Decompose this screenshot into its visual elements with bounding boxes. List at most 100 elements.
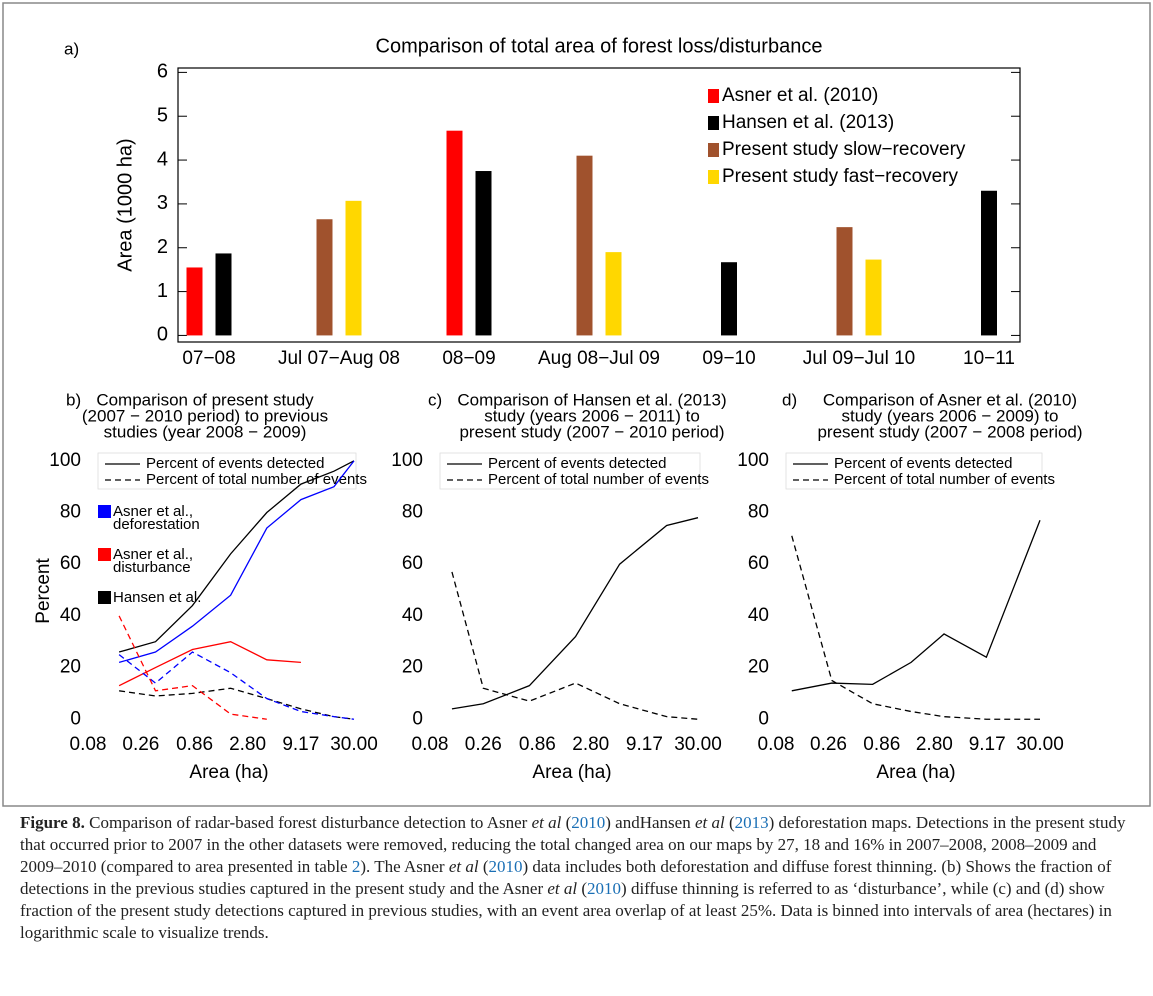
citation-link[interactable]: 2010: [571, 813, 606, 832]
data-line: [791, 520, 1041, 692]
y-tick-label: 100: [737, 450, 769, 471]
y-tick-label: 80: [402, 502, 423, 523]
legend-swatch: [708, 143, 719, 157]
data-line: [118, 651, 355, 720]
bar: [836, 227, 853, 336]
caption-text: (: [577, 879, 588, 898]
x-tick-label: Aug 08−Jul 09: [538, 348, 660, 369]
bar: [316, 219, 333, 336]
x-tick-label: 30.00: [674, 734, 722, 755]
legend-swatch: [708, 116, 719, 130]
legend-box: [439, 452, 701, 490]
caption: Figure 8. Comparison of radar-based fore…: [20, 812, 1140, 944]
x-tick-label: 0.08: [758, 734, 795, 755]
x-tick-label: 08−09: [442, 348, 495, 369]
legend-box: [97, 452, 357, 490]
x-tick-label: 9.17: [282, 734, 319, 755]
chart-title: (2007 − 2010 period) to previous: [82, 406, 328, 425]
caption-text: (: [724, 813, 735, 832]
citation-link[interactable]: 2013: [734, 813, 769, 832]
chart-title: study (years 2006 − 2009) to: [842, 406, 1059, 425]
x-tick-label: 09−10: [702, 348, 755, 369]
legend-label: Percent of events detected: [146, 455, 324, 472]
x-tick-label: 0.86: [519, 734, 556, 755]
legend-label: Percent of total number of events: [834, 471, 1055, 488]
caption-text: et al: [531, 813, 562, 832]
bar: [576, 155, 593, 336]
bar: [981, 190, 997, 336]
legend-label: Asner et al.,: [113, 503, 193, 520]
citation-link[interactable]: 2010: [488, 857, 523, 876]
x-tick-label: 9.17: [969, 734, 1006, 755]
legend-label: Percent of events detected: [488, 455, 666, 472]
citation-link[interactable]: 2010: [587, 879, 622, 898]
panel-label: d): [782, 390, 797, 409]
x-tick-label: 2.80: [572, 734, 609, 755]
y-tick-label: 3: [157, 192, 168, 214]
legend-label: Percent of events detected: [834, 455, 1012, 472]
y-axis-title: Area (1000 ha): [114, 138, 136, 271]
caption-text: ) deforestation maps. Detections in the …: [20, 813, 1126, 876]
legend-swatch: [98, 505, 111, 518]
x-tick-label: Jul 07−Aug 08: [278, 348, 400, 369]
x-tick-label: 2.80: [229, 734, 266, 755]
x-tick-label: 2.80: [916, 734, 953, 755]
legend-label: Present study slow−recovery: [722, 139, 966, 160]
y-tick-label: 2: [157, 236, 168, 258]
panel-label: c): [428, 390, 442, 409]
y-tick-label: 0: [758, 708, 769, 729]
caption-text: ). The Asner: [360, 857, 449, 876]
legend-label: Hansen et al. (2013): [722, 112, 894, 133]
y-tick-label: 40: [60, 605, 81, 626]
x-tick-label: 30.00: [330, 734, 378, 755]
bar: [215, 253, 232, 336]
y-tick-label: 60: [748, 553, 769, 574]
bar: [865, 259, 882, 336]
x-tick-label: 0.08: [412, 734, 449, 755]
caption-text: ) diffuse thinning is referred to as ‘di…: [20, 879, 1112, 942]
x-tick-label: 0.26: [465, 734, 502, 755]
bar: [446, 130, 463, 336]
legend-swatch: [708, 170, 719, 184]
y-tick-label: 0: [157, 324, 168, 346]
legend-label: Asner et al. (2010): [722, 85, 878, 106]
caption-text: et al: [547, 879, 578, 898]
x-tick-label: 30.00: [1016, 734, 1064, 755]
data-line: [791, 535, 1040, 720]
data-line: [118, 460, 355, 653]
chart-title: studies (year 2008 − 2009): [104, 422, 307, 441]
caption-text: Comparison of radar-based forest disturb…: [84, 813, 532, 832]
citation-link[interactable]: 2: [351, 857, 361, 876]
x-axis-title: Area (ha): [532, 762, 611, 783]
y-tick-label: 4: [157, 148, 168, 170]
plot-frame: [177, 67, 1021, 343]
y-tick-label: 20: [748, 657, 769, 678]
y-tick-label: 80: [748, 502, 769, 523]
data-line: [119, 687, 355, 720]
data-line: [118, 615, 267, 720]
caption-text: (: [478, 857, 489, 876]
x-axis-title: Area (ha): [189, 762, 268, 783]
chart-title: Comparison of Hansen et al. (2013): [457, 390, 726, 409]
bar: [605, 252, 622, 336]
legend-swatch: [708, 89, 719, 103]
y-tick-label: 60: [60, 553, 81, 574]
legend-label: Percent of total number of events: [488, 471, 709, 488]
y-tick-label: 100: [391, 450, 423, 471]
legend-label: Present study fast−recovery: [722, 166, 959, 187]
bar: [345, 200, 362, 336]
bar: [186, 267, 203, 336]
x-tick-label: 07−08: [182, 348, 235, 369]
legend-label: Hansen et al.: [113, 589, 201, 606]
caption-label: Figure 8.: [20, 813, 85, 832]
figure: a) Comparison of total area of forest los…: [2, 2, 1151, 807]
caption-text: ) andHansen: [605, 813, 695, 832]
chart-title: Comparison of Asner et al. (2010): [823, 390, 1077, 409]
panel-label: a): [64, 39, 79, 58]
caption-text: (: [561, 813, 572, 832]
figure-border: [2, 2, 1151, 807]
y-tick-label: 100: [49, 450, 81, 471]
legend-box: [785, 452, 1043, 490]
y-tick-label: 20: [60, 657, 81, 678]
